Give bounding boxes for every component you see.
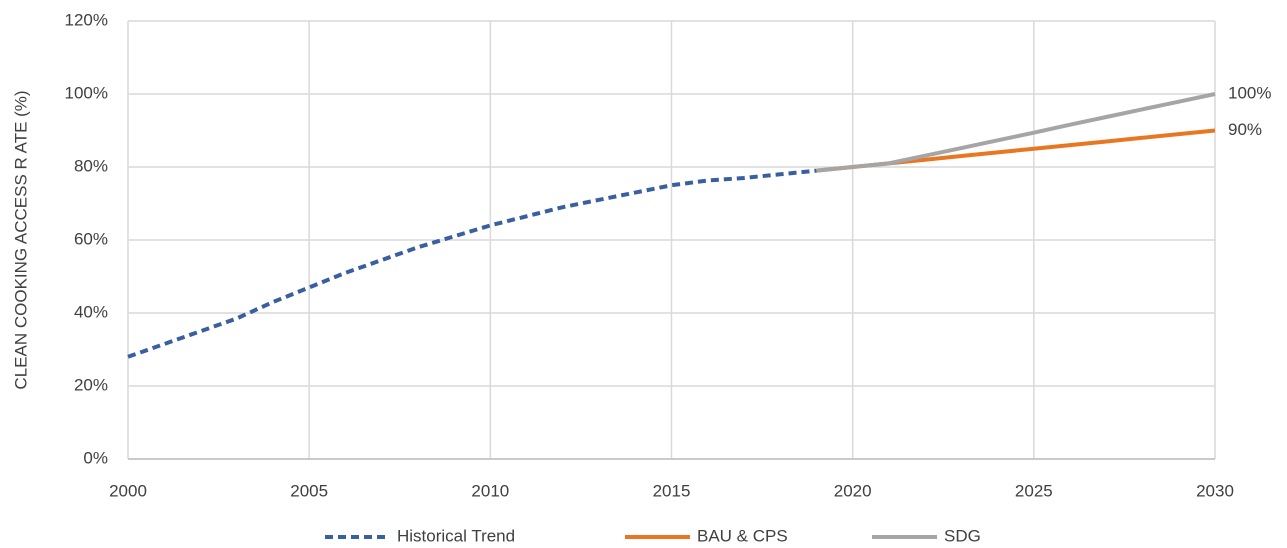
x-tick-label: 2030 [1196, 481, 1234, 500]
y-tick-label: 120% [65, 10, 108, 29]
x-tick-label: 2000 [109, 481, 147, 500]
x-tick-label: 2010 [471, 481, 509, 500]
y-tick-label: 80% [74, 156, 108, 175]
y-tick-label: 60% [74, 229, 108, 248]
legend-label: BAU & CPS [697, 526, 788, 545]
x-tick-label: 2005 [290, 481, 328, 500]
series-line [816, 92, 1216, 173]
legend-label: SDG [944, 526, 981, 545]
series-line [127, 168, 817, 359]
y-axis-label: CLEAN COOKING ACCESS R ATE (%) [11, 90, 30, 389]
y-tick-label: 40% [74, 302, 108, 321]
y-tick-label: 20% [74, 375, 108, 394]
y-tick-label: 0% [83, 448, 108, 467]
x-tick-label: 2015 [653, 481, 691, 500]
legend-label: Historical Trend [397, 526, 515, 545]
data-label: 90% [1228, 120, 1262, 139]
x-tick-label: 2020 [834, 481, 872, 500]
x-tick-label: 2025 [1015, 481, 1053, 500]
y-tick-label: 100% [65, 83, 108, 102]
data-label: 100% [1228, 83, 1271, 102]
